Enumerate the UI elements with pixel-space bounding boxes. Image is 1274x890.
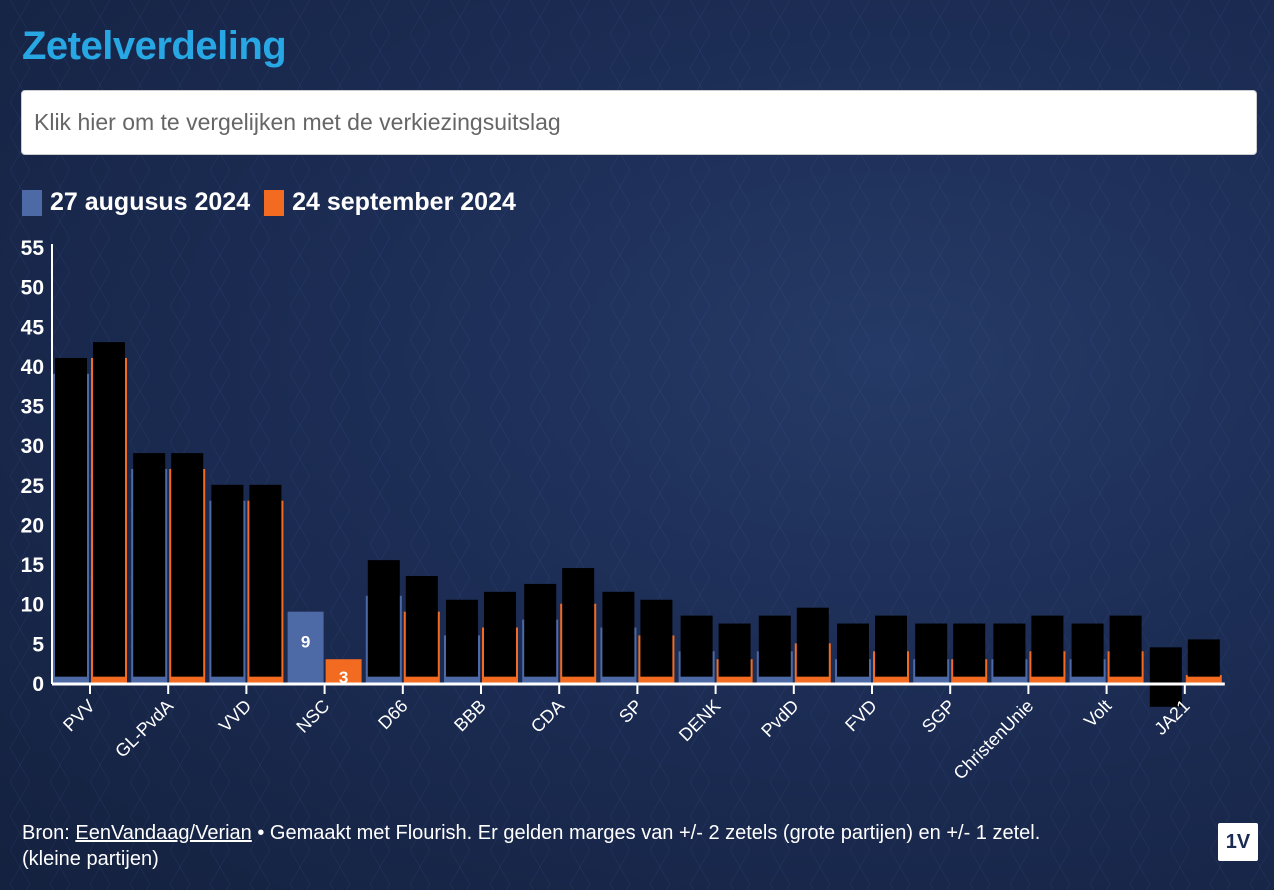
y-tick-label: 35 [21,396,45,419]
redaction-box [446,599,478,677]
legend-label: 27 augusus 2024 [50,188,251,216]
x-tick-label-BBB: BBB [450,696,490,736]
redaction-box [211,484,244,677]
bar-NSC-aug [287,611,324,683]
legend-item-aug[interactable]: 27 augusus 2024 [22,188,250,217]
bar-JA21-sep [1185,675,1222,683]
redaction-box [1071,623,1104,677]
x-tick-label-SGP: SGP [918,696,959,737]
y-tick-label: 15 [21,554,45,577]
x-tick-label-GL-PvdA: GL-PvdA [111,696,177,762]
eenvandaag-logo: 1V [1218,823,1258,861]
x-tick-label-Volt: Volt [1080,696,1115,731]
footer-text: • Gemaakt met Flourish. Er gelden marges… [251,822,1041,844]
chart-title: Zetelverdeling [22,24,287,68]
y-tick-label: 30 [21,435,44,458]
x-tick-label-NSC: NSC [292,696,333,737]
redaction-box [93,342,125,677]
compare-election-button[interactable]: Klik hier om te vergelijken met de verki… [21,90,1257,155]
x-tick-label-PvdD: PvdD [757,696,802,741]
source-link[interactable]: EenVandaag/Verian [75,822,252,844]
y-tick-label: 50 [21,277,44,300]
redaction-box [1149,647,1182,707]
redaction-box [993,623,1026,677]
footer-prefix: Bron: [22,822,76,844]
redaction-box [875,615,907,677]
y-tick-label: 0 [32,673,44,696]
legend: 27 augusus 2024 24 september 2024 [22,188,516,217]
legend-swatch [264,189,285,216]
redaction-box [367,560,400,677]
redaction-box [953,623,986,677]
redaction-box [1031,615,1064,677]
redaction-box [1109,615,1142,677]
data-label: 3 [339,668,348,687]
redaction-box [602,591,635,677]
redaction-box [915,623,948,677]
x-tick-label-DENK: DENK [675,696,725,746]
legend-label: 24 september 2024 [292,188,516,216]
x-tick-label-D66: D66 [374,696,411,733]
y-tick-label: 45 [21,316,45,339]
y-tick-label: 25 [21,475,45,498]
y-tick-label: 20 [21,514,44,537]
x-tick-label-SP: SP [615,696,646,727]
redaction-box [249,484,282,677]
bar-NSC-sep [325,659,362,683]
redaction-box [524,583,557,677]
redaction-box [1187,639,1220,677]
redaction-box [55,357,87,677]
y-tick-label: 40 [21,356,44,379]
footer-line2: (kleine partijen) [22,848,159,870]
footer: Bron: EenVandaag/Verian • Gemaakt met Fl… [22,820,1202,872]
redaction-box [680,615,713,677]
redaction-box [796,607,829,677]
legend-swatch [22,189,42,216]
y-tick-label: 5 [32,633,44,656]
redaction-box [837,623,869,677]
y-tick-label: 10 [21,594,44,617]
redaction-box [758,615,791,677]
redaction-box [484,591,516,677]
redaction-box [405,575,438,677]
x-tick-label-FVD: FVD [841,696,881,736]
y-tick-label: 55 [21,237,45,260]
redaction-box [171,453,204,677]
data-label: 9 [301,633,310,652]
legend-item-sep[interactable]: 24 september 2024 [264,188,516,217]
redaction-box [640,599,673,677]
x-tick-label-ChristenUnie: ChristenUnie [950,696,1038,784]
redaction-box [133,453,166,677]
x-tick-label-VVD: VVD [215,696,255,736]
redaction-box [562,568,595,677]
x-tick-label-PVV: PVV [59,696,99,736]
x-tick-label-CDA: CDA [527,696,568,737]
compare-prompt: Klik hier om te vergelijken met de verki… [34,109,561,135]
redaction-box [718,623,751,677]
